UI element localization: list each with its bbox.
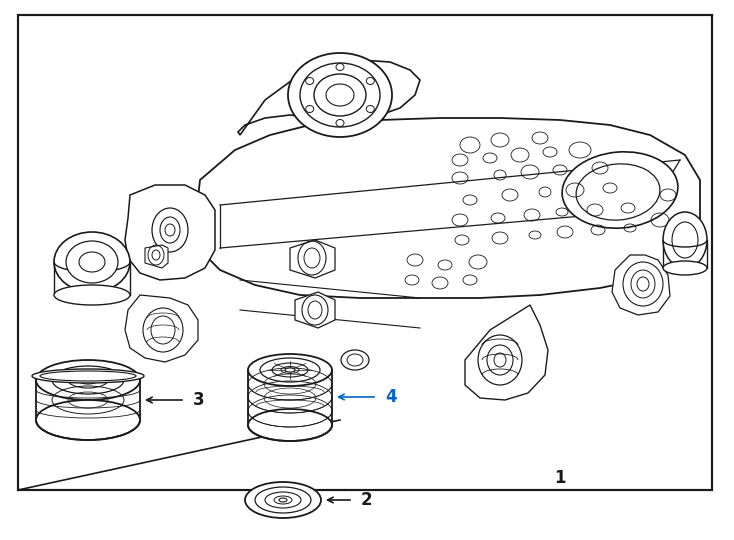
Ellipse shape [245, 482, 321, 518]
Polygon shape [612, 255, 670, 315]
Ellipse shape [300, 63, 380, 127]
Polygon shape [238, 60, 420, 135]
Ellipse shape [279, 498, 287, 502]
Text: 4: 4 [385, 388, 396, 406]
Ellipse shape [54, 232, 130, 292]
Polygon shape [465, 305, 548, 400]
Ellipse shape [314, 74, 366, 116]
Ellipse shape [663, 212, 707, 268]
Ellipse shape [663, 261, 707, 275]
Polygon shape [295, 292, 335, 328]
Polygon shape [145, 245, 168, 268]
Ellipse shape [152, 208, 188, 252]
Ellipse shape [66, 241, 118, 283]
Text: 2: 2 [361, 491, 373, 509]
Ellipse shape [36, 360, 140, 400]
Ellipse shape [288, 53, 392, 137]
Polygon shape [195, 118, 700, 298]
Text: 3: 3 [193, 391, 205, 409]
Ellipse shape [248, 354, 332, 386]
Ellipse shape [478, 335, 522, 385]
Ellipse shape [54, 285, 130, 305]
Ellipse shape [285, 368, 295, 372]
Polygon shape [125, 295, 198, 362]
Ellipse shape [32, 369, 144, 383]
Bar [18, 15, 712, 490]
Ellipse shape [248, 409, 332, 441]
Polygon shape [125, 185, 215, 280]
Ellipse shape [562, 152, 678, 228]
Text: 1: 1 [554, 469, 566, 487]
Ellipse shape [143, 308, 183, 352]
Polygon shape [290, 240, 335, 278]
Ellipse shape [36, 400, 140, 440]
Ellipse shape [341, 350, 369, 370]
Ellipse shape [84, 378, 92, 382]
